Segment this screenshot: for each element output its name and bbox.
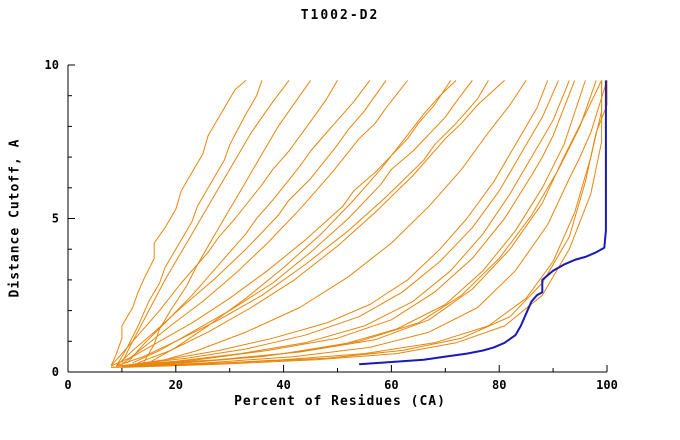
series-orange-21 — [132, 80, 608, 367]
series-orange-25 — [154, 80, 527, 364]
chart-title: T1002-D2 — [300, 8, 380, 23]
x-tick-label-100: 100 — [596, 378, 618, 392]
series-orange-18 — [138, 80, 603, 365]
series-orange-09 — [132, 80, 473, 364]
x-tick-label-40: 40 — [276, 378, 290, 392]
series-orange-12 — [121, 80, 549, 367]
series-orange-15 — [127, 80, 576, 367]
x-tick-label-80: 80 — [492, 378, 506, 392]
series-orange-06 — [116, 80, 387, 367]
series-orange-03 — [121, 80, 290, 364]
series-blue-highlight — [359, 80, 607, 366]
x-axis-title: Percent of Residues (CA) — [234, 394, 446, 409]
y-tick-label-10: 10 — [45, 58, 59, 72]
series-orange-08 — [110, 80, 452, 367]
x-tick-label-60: 60 — [384, 378, 398, 392]
series-orange-07 — [121, 80, 408, 365]
series-orange-24 — [148, 80, 457, 364]
series-orange-11 — [137, 80, 505, 364]
x-tick-label-20: 20 — [169, 378, 183, 392]
series-orange-01 — [110, 80, 247, 367]
x-tick-label-0: 0 — [64, 378, 71, 392]
series-orange-22 — [121, 80, 603, 368]
series-orange-10 — [116, 80, 489, 367]
series-orange-02 — [116, 80, 263, 367]
series-orange-23 — [143, 80, 312, 364]
series-orange-17 — [121, 80, 597, 367]
series-orange-19 — [116, 80, 608, 368]
y-tick-label-0: 0 — [52, 365, 59, 379]
series-orange-04 — [110, 80, 338, 367]
series-orange-16 — [111, 80, 586, 368]
series-orange-13 — [132, 80, 559, 365]
y-tick-label-5: 5 — [52, 212, 59, 226]
